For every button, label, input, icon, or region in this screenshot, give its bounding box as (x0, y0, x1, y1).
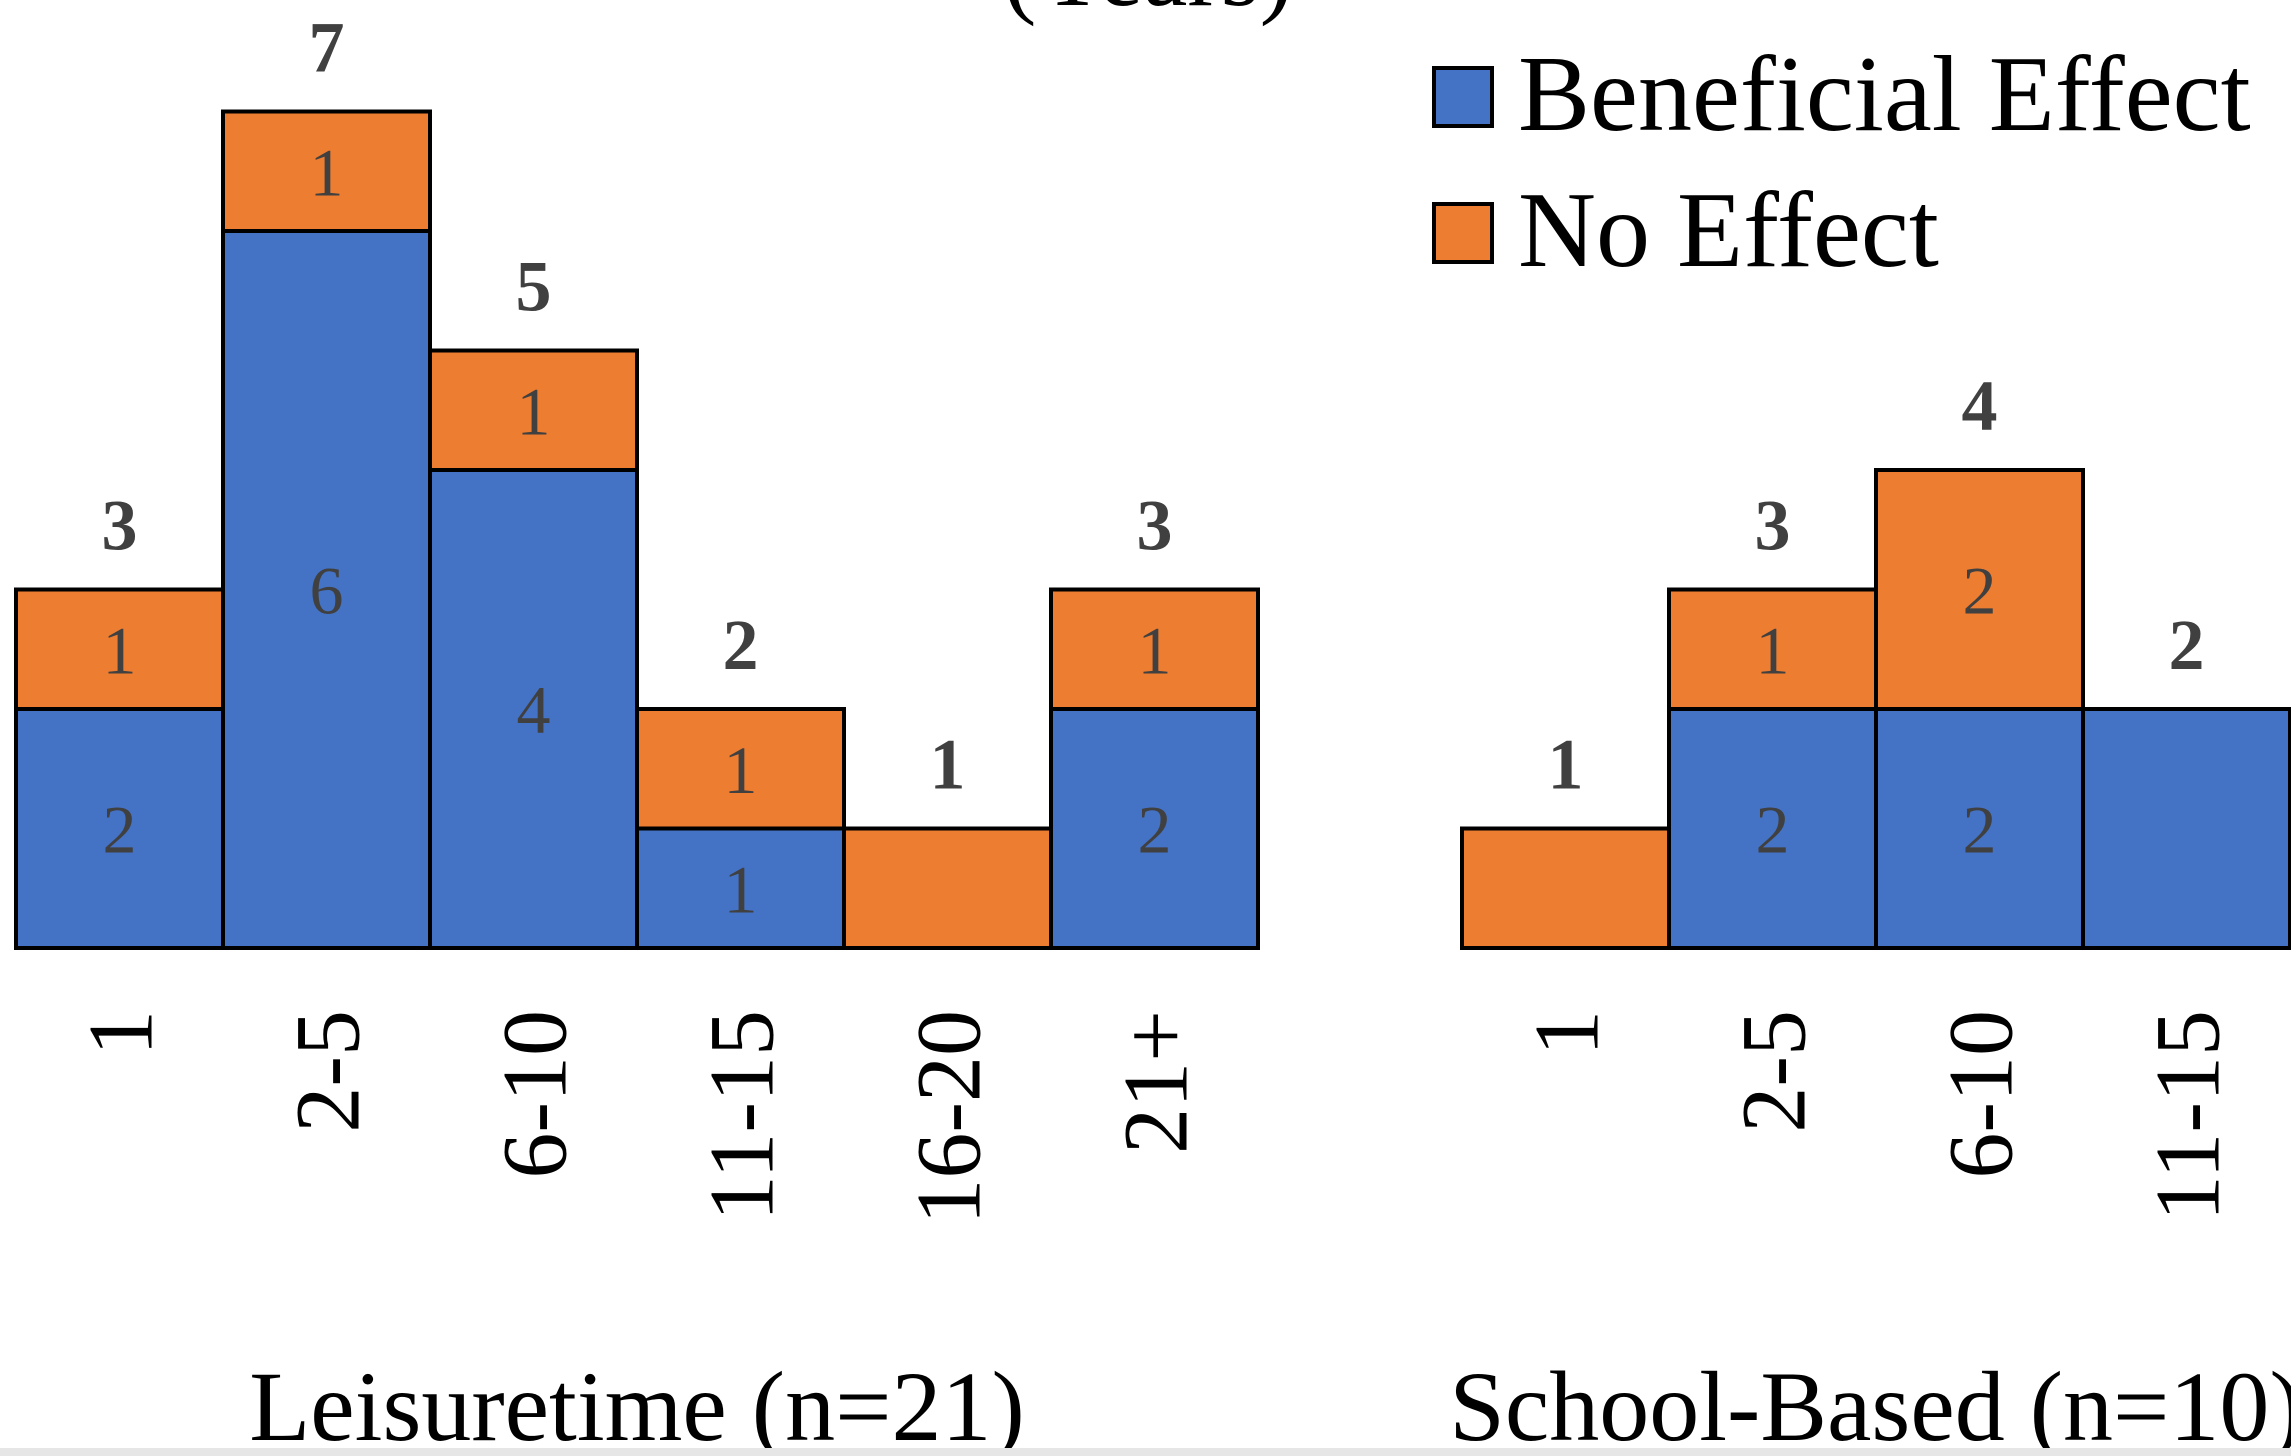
bar-segment (635, 826, 846, 950)
bar-total-label: 5 (516, 247, 552, 327)
bar-total-label: 7 (309, 8, 345, 88)
x-tick-label: 1 (70, 1010, 172, 1056)
x-tick-label: 6-10 (484, 1010, 586, 1179)
segment-value-label: 1 (724, 732, 758, 808)
legend-swatch (1432, 202, 1494, 264)
segment-value-label: 1 (103, 612, 137, 688)
bar-total-label: 4 (1962, 366, 1998, 446)
segment-value-label: 2 (1963, 792, 1997, 868)
bar-group-2: 1 1 2 1 3 2-5 2 2 4 6-10 2 11-15 School-Based (n=10) (1449, 366, 2291, 1456)
segment-value-label: 4 (517, 672, 551, 748)
segment-value-label: 1 (517, 373, 551, 449)
bar-total-label: 1 (930, 725, 966, 805)
x-tick-label: 6-10 (1930, 1010, 2032, 1179)
x-tick-label: 2-5 (1723, 1010, 1825, 1133)
bar-segment (1049, 707, 1260, 950)
x-tick-label: 16-20 (898, 1010, 1000, 1225)
x-tick-label: 2-5 (277, 1010, 379, 1133)
bar-segment (1874, 468, 2085, 711)
group-label: School-Based (n=10) (1449, 1351, 2291, 1456)
bar-segment (1667, 587, 1878, 711)
segment-value-label: 2 (1756, 792, 1790, 868)
bar-segment (1049, 587, 1260, 711)
segment-value-label: 1 (310, 134, 344, 210)
legend: Beneficial Effect No Effect (1432, 35, 2251, 290)
bar-segment (428, 468, 639, 950)
bar-segment (842, 826, 1053, 950)
bar-segment (14, 707, 225, 950)
bar-total-label: 3 (102, 486, 138, 566)
bar-total-label: 2 (723, 605, 759, 685)
x-tick-label: 11-15 (2137, 1010, 2239, 1221)
bar-segment (428, 348, 639, 472)
x-tick-label: 1 (1516, 1010, 1618, 1056)
bar-segment (635, 707, 846, 831)
bar-segment (221, 109, 432, 233)
bar-group-1: 2 1 3 1 6 1 7 2-5 4 1 5 6-10 1 1 2 11-15 1 16-20 2 1 3 21+ Lei… (14, 8, 1260, 1456)
chart-title: (Years) (1003, 0, 1293, 27)
bar-total-label: 3 (1755, 486, 1791, 566)
bars-layer: 2 1 3 1 6 1 7 2-5 4 1 5 6-10 1 1 2 11-15 1 16-20 2 1 3 21+ Lei… (14, 8, 2291, 1456)
bar-segment (1874, 707, 2085, 950)
bar-total-label: 1 (1548, 725, 1584, 805)
bar-total-label: 2 (2169, 605, 2205, 685)
bar-segment (14, 587, 225, 711)
x-tick-label: 11-15 (691, 1010, 793, 1221)
x-tick-label: 21+ (1105, 1010, 1207, 1154)
segment-value-label: 2 (103, 792, 137, 868)
group-label: Leisuretime (n=21) (249, 1351, 1025, 1456)
segment-value-label: 2 (1963, 553, 1997, 629)
segment-value-label: 2 (1138, 792, 1172, 868)
bar-segment (2081, 707, 2291, 950)
segment-value-label: 1 (724, 851, 758, 927)
segment-value-label: 6 (310, 553, 344, 629)
legend-label: No Effect (1518, 171, 1939, 290)
legend-swatch (1432, 66, 1494, 128)
segment-value-label: 1 (1756, 612, 1790, 688)
segment-value-label: 1 (1138, 612, 1172, 688)
legend-label: Beneficial Effect (1518, 35, 2251, 154)
bottom-strip (0, 1448, 2291, 1456)
bar-segment (1460, 826, 1671, 950)
bar-total-label: 3 (1137, 486, 1173, 566)
